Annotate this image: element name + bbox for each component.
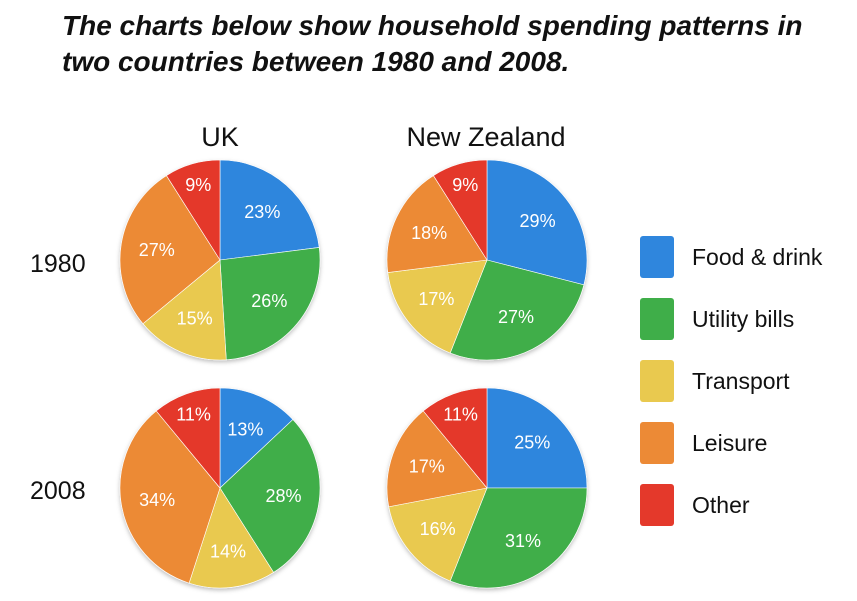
pie-label-new-zealand-1980-leisure: 18%	[411, 223, 447, 243]
pie-label-uk-2008-utility-bills: 28%	[265, 486, 301, 506]
pie-slice-new-zealand-2008-food-drink	[486, 387, 588, 489]
legend-swatch-food-drink	[640, 236, 674, 278]
pie-slice-uk-1980-other	[166, 159, 221, 262]
pie-slice-uk-2008-leisure	[119, 410, 221, 584]
pie-label-new-zealand-1980-other: 9%	[452, 175, 478, 195]
row-label-2008: 2008	[30, 477, 86, 505]
pie-slice-new-zealand-1980-transport	[387, 259, 488, 354]
legend-item-other: Other	[640, 474, 822, 536]
pie-label-uk-1980-leisure: 27%	[139, 240, 175, 260]
legend-swatch-other	[640, 484, 674, 526]
pie-label-new-zealand-2008-utility-bills: 31%	[505, 531, 541, 551]
pie-label-uk-2008-transport: 14%	[210, 541, 246, 561]
pie-slice-new-zealand-1980-food-drink	[486, 159, 588, 286]
pie-slice-new-zealand-2008-utility-bills	[449, 487, 588, 589]
pie-label-new-zealand-2008-transport: 16%	[420, 519, 456, 539]
legend-item-transport: Transport	[640, 350, 822, 412]
pie-label-new-zealand-1980-transport: 17%	[418, 289, 454, 309]
pie-label-uk-2008-leisure: 34%	[139, 490, 175, 510]
pie-label-uk-1980-transport: 15%	[177, 309, 213, 329]
pie-label-new-zealand-1980-food-drink: 29%	[520, 211, 556, 231]
pie-uk-1980	[119, 159, 321, 361]
legend-swatch-utility-bills	[640, 298, 674, 340]
pie-uk-2008	[119, 387, 321, 589]
pie-slice-new-zealand-2008-other	[422, 387, 488, 489]
pie-slice-uk-2008-transport	[188, 487, 274, 589]
pie-new-zealand-1980	[386, 159, 588, 361]
legend-label-leisure: Leisure	[692, 429, 768, 456]
legend-label-utility-bills: Utility bills	[692, 305, 795, 332]
pie-label-uk-1980-other: 9%	[185, 175, 211, 195]
pie-slice-new-zealand-2008-transport	[388, 487, 488, 582]
legend-item-food-drink: Food & drink	[640, 226, 822, 288]
pie-slice-uk-2008-utility-bills	[219, 419, 321, 573]
legend: Food & drink Utility bills Transport Lei…	[640, 226, 822, 536]
pie-label-uk-2008-food-drink: 13%	[227, 419, 263, 439]
pie-slice-uk-1980-utility-bills	[219, 247, 321, 361]
pie-slice-new-zealand-1980-utility-bills	[449, 259, 585, 361]
pie-slice-new-zealand-1980-other	[433, 159, 488, 262]
legend-label-transport: Transport	[692, 367, 790, 394]
pie-label-uk-1980-food-drink: 23%	[244, 202, 280, 222]
row-label-1980: 1980	[30, 250, 86, 278]
legend-label-food-drink: Food & drink	[692, 243, 823, 270]
pie-label-uk-2008-other: 11%	[176, 405, 211, 425]
chart-title: The charts below show household spending…	[62, 10, 803, 77]
pie-slice-uk-1980-food-drink	[219, 159, 320, 261]
pie-slice-uk-1980-leisure	[119, 175, 221, 325]
pie-label-new-zealand-2008-leisure: 17%	[409, 456, 445, 476]
legend-item-leisure: Leisure	[640, 412, 822, 474]
pie-slice-uk-1980-transport	[142, 259, 227, 361]
legend-swatch-leisure	[640, 422, 674, 464]
pie-label-new-zealand-1980-utility-bills: 27%	[498, 307, 534, 327]
pie-label-new-zealand-2008-food-drink: 25%	[514, 433, 550, 453]
pie-new-zealand-2008	[386, 387, 588, 589]
legend-item-utility-bills: Utility bills	[640, 288, 822, 350]
legend-swatch-transport	[640, 360, 674, 402]
pie-label-new-zealand-2008-other: 11%	[443, 405, 478, 425]
column-label-new-zealand: New Zealand	[406, 122, 566, 152]
legend-label-other: Other	[692, 491, 750, 518]
pie-slice-uk-2008-food-drink	[219, 387, 294, 489]
pie-slice-new-zealand-1980-leisure	[386, 175, 488, 273]
pie-slice-uk-2008-other	[155, 387, 221, 489]
pie-slice-new-zealand-2008-leisure	[386, 410, 488, 508]
column-label-uk: UK	[201, 122, 239, 152]
pie-label-uk-1980-utility-bills: 26%	[251, 291, 287, 311]
